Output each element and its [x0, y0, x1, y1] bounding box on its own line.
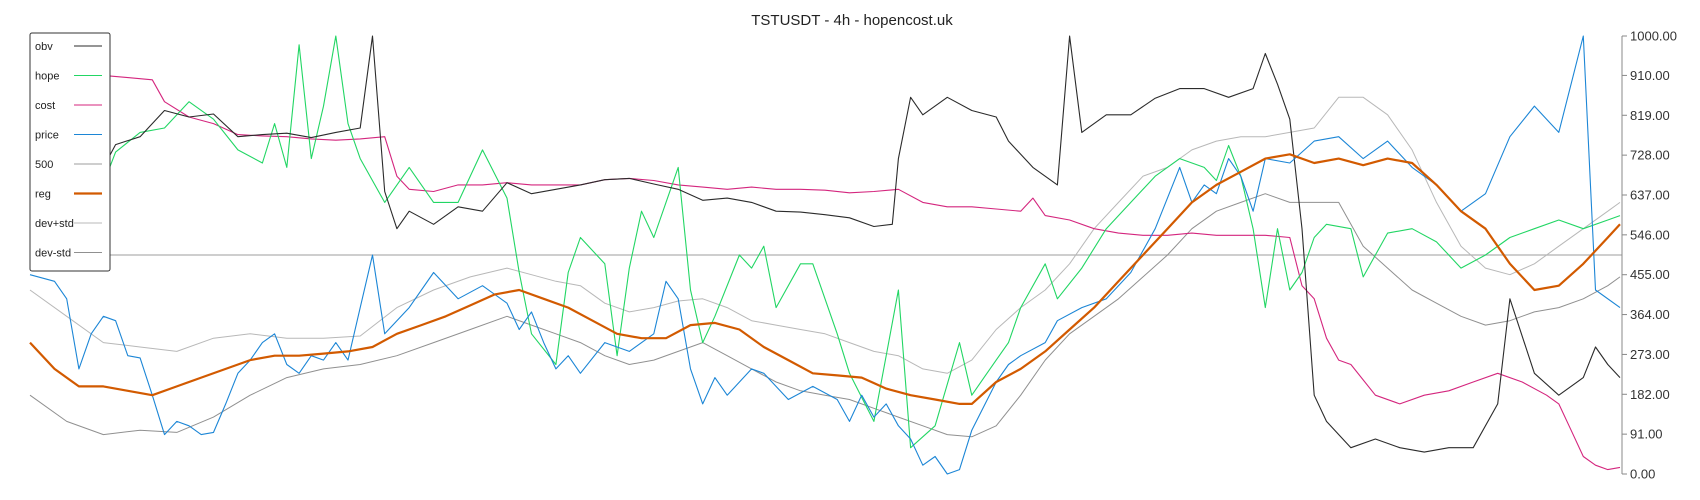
y-tick-label: 91.00 [1630, 427, 1663, 442]
y-tick-label: 819.00 [1630, 108, 1670, 123]
y-axis: 1000.00 910.00 819.00 728.00 637.00 546.00 455… [1621, 29, 1677, 482]
series-line-dev-std [29, 96, 1621, 374]
y-tick-label: 182.00 [1630, 387, 1670, 402]
series-line-obv [29, 35, 1621, 453]
series-line-price [29, 35, 1621, 475]
legend-box [29, 32, 111, 272]
y-tick-label: 637.00 [1630, 187, 1670, 202]
legend: obv hope cost price 500 reg dev+std dev-std [29, 32, 111, 272]
series-line-reg [29, 153, 1621, 405]
y-tick-label: 273.00 [1630, 347, 1670, 362]
legend-label-price: price [35, 130, 59, 142]
legend-label-500: 500 [35, 159, 53, 171]
legend-label-cost: cost [35, 100, 55, 112]
legend-label-hope: hope [35, 71, 59, 83]
y-tick-label: 0.00 [1630, 467, 1655, 482]
legend-label-reg: reg [35, 189, 51, 201]
y-tick-label: 910.00 [1630, 68, 1670, 83]
legend-label-dev-std: dev+std [35, 218, 74, 230]
series-line-hope [29, 35, 1621, 449]
legend-label-obv: obv [35, 41, 53, 53]
y-tick-label: 364.00 [1630, 307, 1670, 322]
y-tick-label: 546.00 [1630, 227, 1670, 242]
y-tick-label: 455.00 [1630, 267, 1670, 282]
series-line-dev-std [29, 193, 1621, 438]
y-tick-label: 728.00 [1630, 148, 1670, 163]
legend-label-dev-std: dev-std [35, 248, 71, 260]
chart-title: TSTUSDT - 4h - hopencost.uk [751, 12, 953, 29]
plot-area [29, 35, 1622, 475]
y-tick-label: 1000.00 [1630, 29, 1677, 44]
